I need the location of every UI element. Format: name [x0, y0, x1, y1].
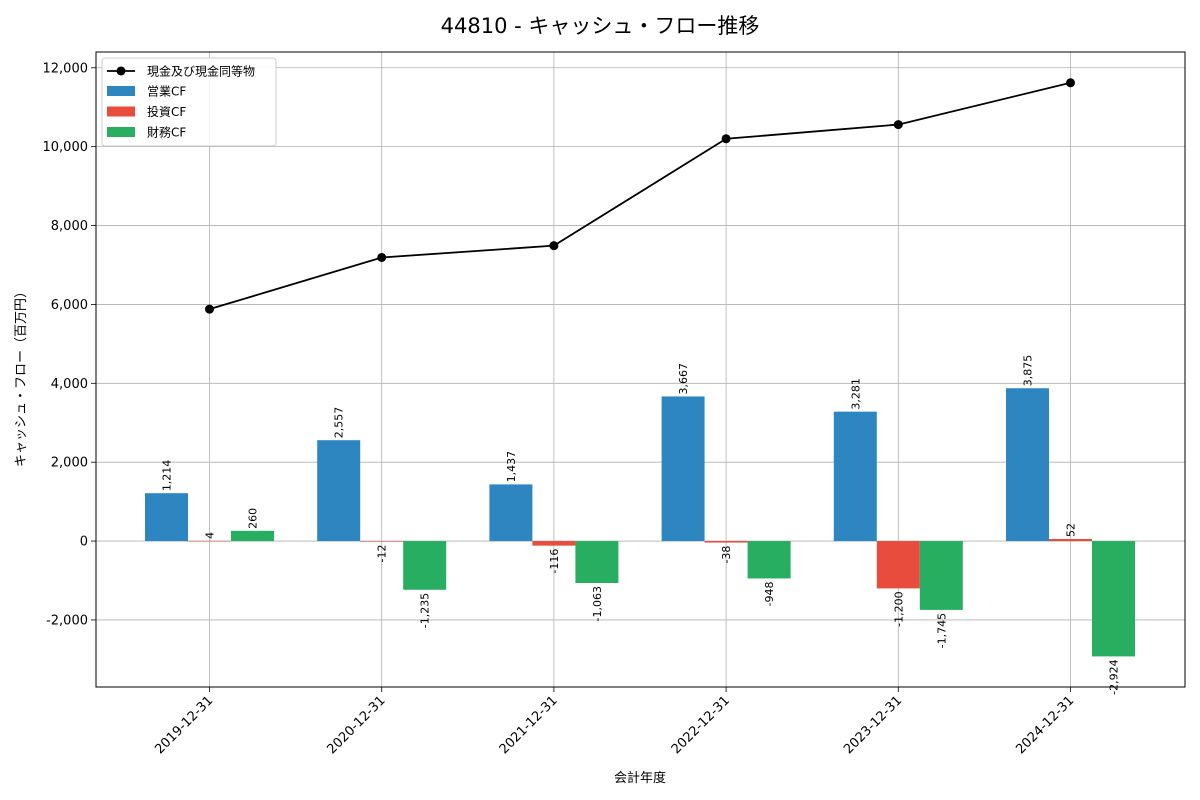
- line-layer: [205, 78, 1075, 313]
- bar: [145, 493, 188, 541]
- bar-value-label: 3,875: [1022, 355, 1035, 387]
- y-tick-label: 2,000: [51, 456, 88, 471]
- legend-label-cash: 現金及び現金同等物: [147, 64, 255, 79]
- x-tick-label: 2024-12-31: [1013, 693, 1077, 757]
- bar-value-label: 1,437: [505, 451, 518, 483]
- bar: [188, 541, 231, 542]
- cash-point: [894, 120, 903, 129]
- bar: [575, 541, 618, 583]
- bar-value-label: -1,235: [419, 593, 432, 628]
- bar: [317, 440, 360, 541]
- chart-title: 44810 - キャッシュ・フロー推移: [441, 14, 760, 38]
- legend-swatch: [107, 86, 135, 96]
- bar: [662, 396, 705, 541]
- x-tick-label: 2022-12-31: [669, 693, 733, 757]
- data-labels-layer: 1,214 2,557 1,437 3,667 3,281 3,875 4 -12 -116 -3…: [161, 355, 1121, 695]
- x-tick-label: 2019-12-31: [152, 693, 216, 757]
- bar-value-label: -948: [763, 581, 776, 606]
- bar-value-label: 3,667: [677, 363, 690, 395]
- legend-line-marker: [117, 67, 126, 76]
- bar-value-label: 3,281: [849, 378, 862, 410]
- x-tick-label: 2020-12-31: [324, 693, 388, 757]
- legend-label: 財務CF: [147, 125, 186, 140]
- bar-value-label: 52: [1065, 523, 1078, 537]
- bar: [1006, 388, 1049, 541]
- bar-value-label: 2,557: [333, 407, 346, 439]
- cash-point: [722, 134, 731, 143]
- x-tick-label: 2021-12-31: [497, 693, 561, 757]
- y-tick-label: 10,000: [43, 140, 89, 155]
- bar: [231, 531, 274, 541]
- x-tick-label: 2023-12-31: [841, 693, 905, 757]
- legend-swatch: [107, 107, 135, 117]
- bar-value-label: 4: [204, 532, 217, 539]
- bar-value-label: -2,924: [1108, 659, 1121, 694]
- y-tick-label: -2,000: [46, 613, 88, 628]
- bar: [360, 541, 403, 542]
- bar-value-label: 260: [247, 508, 260, 529]
- bar: [834, 412, 877, 541]
- bar-value-label: -1,745: [935, 613, 948, 648]
- bar: [1049, 539, 1092, 541]
- y-axis-label: キャッシュ・フロー（百万円）: [14, 285, 29, 467]
- y-tick-label: 0: [80, 535, 88, 550]
- cash-point: [549, 241, 558, 250]
- cash-line: [210, 83, 1071, 309]
- bar-value-label: 1,214: [161, 460, 174, 492]
- bar: [920, 541, 963, 610]
- x-axis-label: 会計年度: [614, 770, 666, 786]
- y-tick-label: 6,000: [51, 298, 88, 313]
- bar: [748, 541, 791, 578]
- legend-label: 営業CF: [147, 85, 186, 99]
- bar: [489, 484, 532, 541]
- cash-point: [1066, 78, 1075, 87]
- bar-value-label: -12: [376, 545, 389, 563]
- bar: [705, 541, 748, 542]
- cash-point: [205, 305, 214, 314]
- legend-swatch: [107, 127, 135, 137]
- bar-value-label: -116: [548, 549, 561, 574]
- y-tick-label: 8,000: [51, 219, 88, 234]
- bar-value-label: -1,200: [892, 591, 905, 626]
- y-tick-label: 4,000: [51, 377, 88, 392]
- legend-label: 投資CF: [147, 104, 186, 119]
- bar: [403, 541, 446, 590]
- bar-value-label: -1,063: [591, 586, 604, 621]
- bar: [532, 541, 575, 546]
- bar-value-label: -38: [720, 546, 733, 564]
- bars-layer: [145, 388, 1135, 656]
- bar: [1092, 541, 1135, 656]
- cash-point: [377, 253, 386, 262]
- bar: [877, 541, 920, 588]
- y-tick-label: 12,000: [43, 61, 89, 76]
